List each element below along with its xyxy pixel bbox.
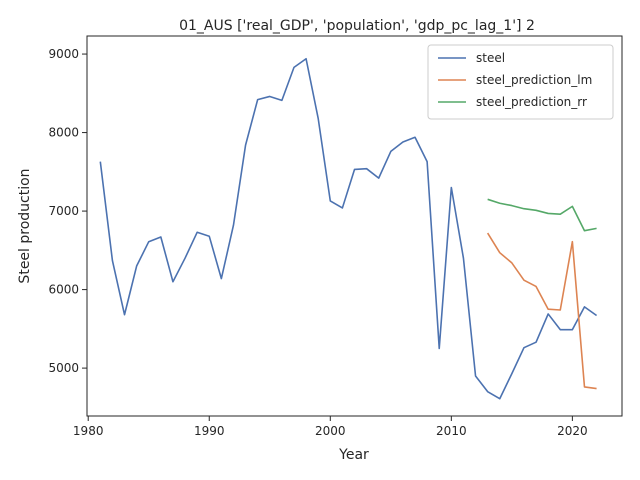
- legend: steel steel_prediction_lm steel_prediction…: [427, 44, 614, 120]
- x-tick-label: 1980: [73, 424, 104, 438]
- x-tick-label: 2010: [436, 424, 467, 438]
- series-line-steel-prediction-rr: [487, 198, 597, 232]
- y-axis-label: Steel production: [17, 168, 33, 283]
- y-tick-label: 5000: [48, 361, 79, 375]
- chart-title: 01_AUS ['real_GDP', 'population', 'gdp_p…: [179, 18, 535, 34]
- series-lines: [99, 57, 598, 400]
- axis-ticks: 1980 1990 2000 2010 2020 5000 6000 7000 8000 9000: [48, 47, 587, 438]
- series-line-steel-prediction-lm: [486, 232, 597, 390]
- y-tick-label: 6000: [48, 283, 79, 297]
- x-tick-label: 2020: [557, 424, 588, 438]
- y-tick-label: 9000: [48, 47, 79, 61]
- x-tick-label: 1990: [194, 424, 225, 438]
- series-line-steel: [99, 57, 598, 400]
- legend-entry: steel_prediction_lm: [476, 73, 592, 87]
- legend-box: [427, 44, 614, 120]
- x-tick-label: 2000: [315, 424, 346, 438]
- y-tick-label: 8000: [48, 126, 79, 140]
- legend-entry: steel: [476, 51, 505, 65]
- plot-area-frame: [86, 35, 623, 417]
- x-axis-label: Year: [338, 447, 369, 463]
- legend-entry: steel_prediction_rr: [476, 95, 587, 109]
- y-tick-label: 7000: [48, 204, 79, 218]
